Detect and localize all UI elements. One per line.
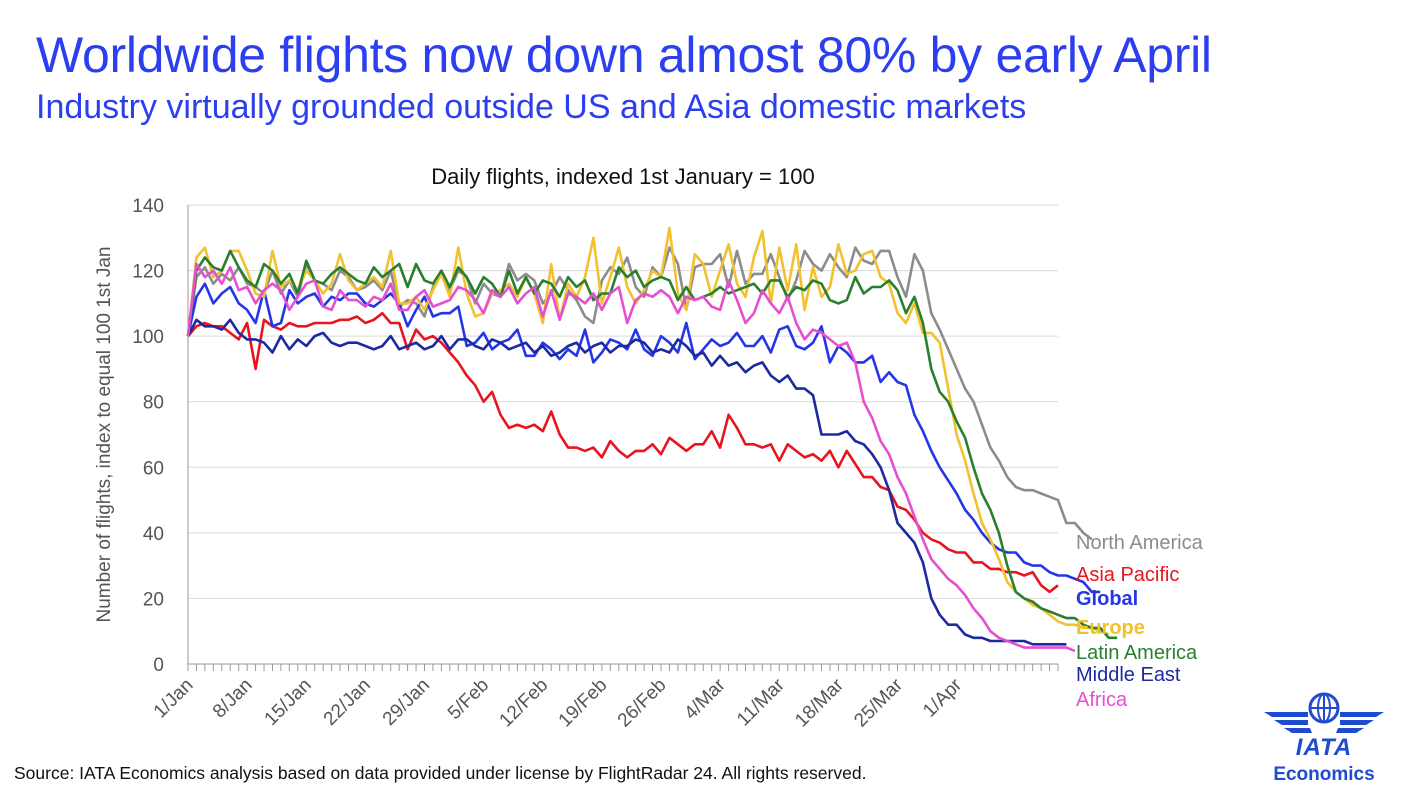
series-line-global bbox=[186, 282, 1101, 594]
series-line-north-america bbox=[186, 246, 1093, 541]
y-tick-label: 120 bbox=[132, 262, 164, 283]
page-title: Worldwide flights now down almost 80% by… bbox=[36, 27, 1212, 83]
chart-title: Daily flights, indexed 1st January = 100 bbox=[431, 164, 814, 189]
legend-label: Africa bbox=[1076, 689, 1128, 711]
page-subtitle: Industry virtually grounded outside US a… bbox=[36, 88, 1027, 126]
legend-label: Latin America bbox=[1076, 642, 1198, 664]
x-tick-label: 1/Jan bbox=[150, 675, 198, 723]
logo-wordmark: IATA bbox=[1295, 734, 1353, 761]
y-tick-label: 100 bbox=[132, 327, 164, 348]
x-tick-label: 4/Mar bbox=[680, 674, 730, 724]
series-line-africa bbox=[186, 262, 1076, 653]
y-tick-label: 60 bbox=[143, 458, 164, 479]
x-tick-label: 22/Jan bbox=[320, 675, 375, 730]
legend-label: Asia Pacific bbox=[1076, 564, 1179, 586]
series-line-middle-east bbox=[186, 318, 1067, 646]
legend-label: Europe bbox=[1076, 617, 1145, 639]
x-tick-label: 8/Jan bbox=[209, 675, 257, 723]
legend-label: Middle East bbox=[1076, 664, 1181, 686]
y-tick-label: 40 bbox=[143, 524, 164, 545]
x-tick-label: 12/Feb bbox=[496, 675, 553, 732]
x-tick-label: 1/Apr bbox=[919, 674, 966, 721]
y-tick-label: 0 bbox=[153, 655, 164, 676]
x-tick-label: 29/Jan bbox=[379, 675, 434, 730]
y-tick-label: 80 bbox=[143, 393, 164, 414]
x-tick-label: 11/Mar bbox=[733, 674, 789, 730]
legend-label: Global bbox=[1076, 588, 1138, 610]
globe-wings-icon bbox=[1264, 692, 1384, 733]
logo-subtitle: Economics bbox=[1273, 764, 1375, 785]
source-note: Source: IATA Economics analysis based on… bbox=[14, 763, 867, 783]
x-tick-label: 25/Mar bbox=[850, 674, 907, 731]
series-line-europe bbox=[186, 226, 1110, 636]
x-tick-label: 26/Feb bbox=[614, 675, 671, 732]
y-axis-label: Number of flights, index to equal 100 1s… bbox=[94, 246, 115, 622]
y-tick-label: 140 bbox=[132, 196, 164, 217]
x-tick-label: 5/Feb bbox=[444, 675, 493, 724]
series-line-latin-america bbox=[186, 249, 1118, 640]
series-line-asia-pacific bbox=[187, 311, 1059, 594]
x-tick-label: 19/Feb bbox=[555, 675, 612, 732]
x-tick-label: 15/Jan bbox=[261, 675, 316, 730]
y-tick-label: 20 bbox=[143, 589, 164, 610]
iata-logo: IATA Economics bbox=[1262, 690, 1410, 790]
x-tick-label: 18/Mar bbox=[791, 674, 848, 731]
legend-label: North America bbox=[1076, 532, 1204, 554]
